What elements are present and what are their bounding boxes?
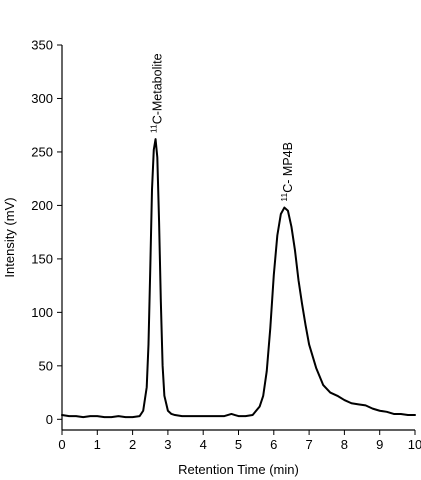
x-tick-label: 4: [200, 437, 207, 452]
peak-label-superscript: 11: [279, 192, 289, 201]
peak-label-superscript: 11: [148, 124, 158, 133]
x-tick-label: 8: [341, 437, 348, 452]
x-tick-label: 2: [129, 437, 136, 452]
axes-group: [61, 45, 415, 431]
peak-label: 11C-Metabolite: [148, 53, 164, 133]
x-tick-label: 7: [305, 437, 312, 452]
x-tick-label: 9: [376, 437, 383, 452]
series-line: [61, 138, 416, 419]
peak-label-text: C- MP4B: [281, 142, 295, 193]
y-tick-label: 150: [31, 251, 53, 266]
y-tick-label: 350: [31, 38, 53, 53]
y-axis-label: Intensity (mV): [2, 197, 17, 277]
y-tick-label: 200: [31, 198, 53, 213]
y-ticks-group: 0 50 100 150 200 250 300 350: [31, 38, 62, 427]
y-tick-label: 50: [39, 358, 53, 373]
x-tick-label: 5: [235, 437, 242, 452]
x-tick-label: 3: [164, 437, 171, 452]
peak-label-text: C-Metabolite: [150, 53, 164, 124]
x-tick-label: 1: [94, 437, 101, 452]
x-tick-label: 0: [58, 437, 65, 452]
y-tick-label: 250: [31, 144, 53, 159]
x-tick-label: 10: [408, 437, 421, 452]
y-tick-label: 0: [46, 412, 53, 427]
x-axis-label: Retention Time (min): [178, 462, 299, 477]
x-ticks-group: 0 1 2 3 4 5 6 7 8 9 10: [58, 430, 421, 452]
peak-label: 11C- MP4B: [279, 142, 295, 202]
x-tick-label: 6: [270, 437, 277, 452]
y-tick-label: 100: [31, 305, 53, 320]
y-tick-label: 300: [31, 91, 53, 106]
